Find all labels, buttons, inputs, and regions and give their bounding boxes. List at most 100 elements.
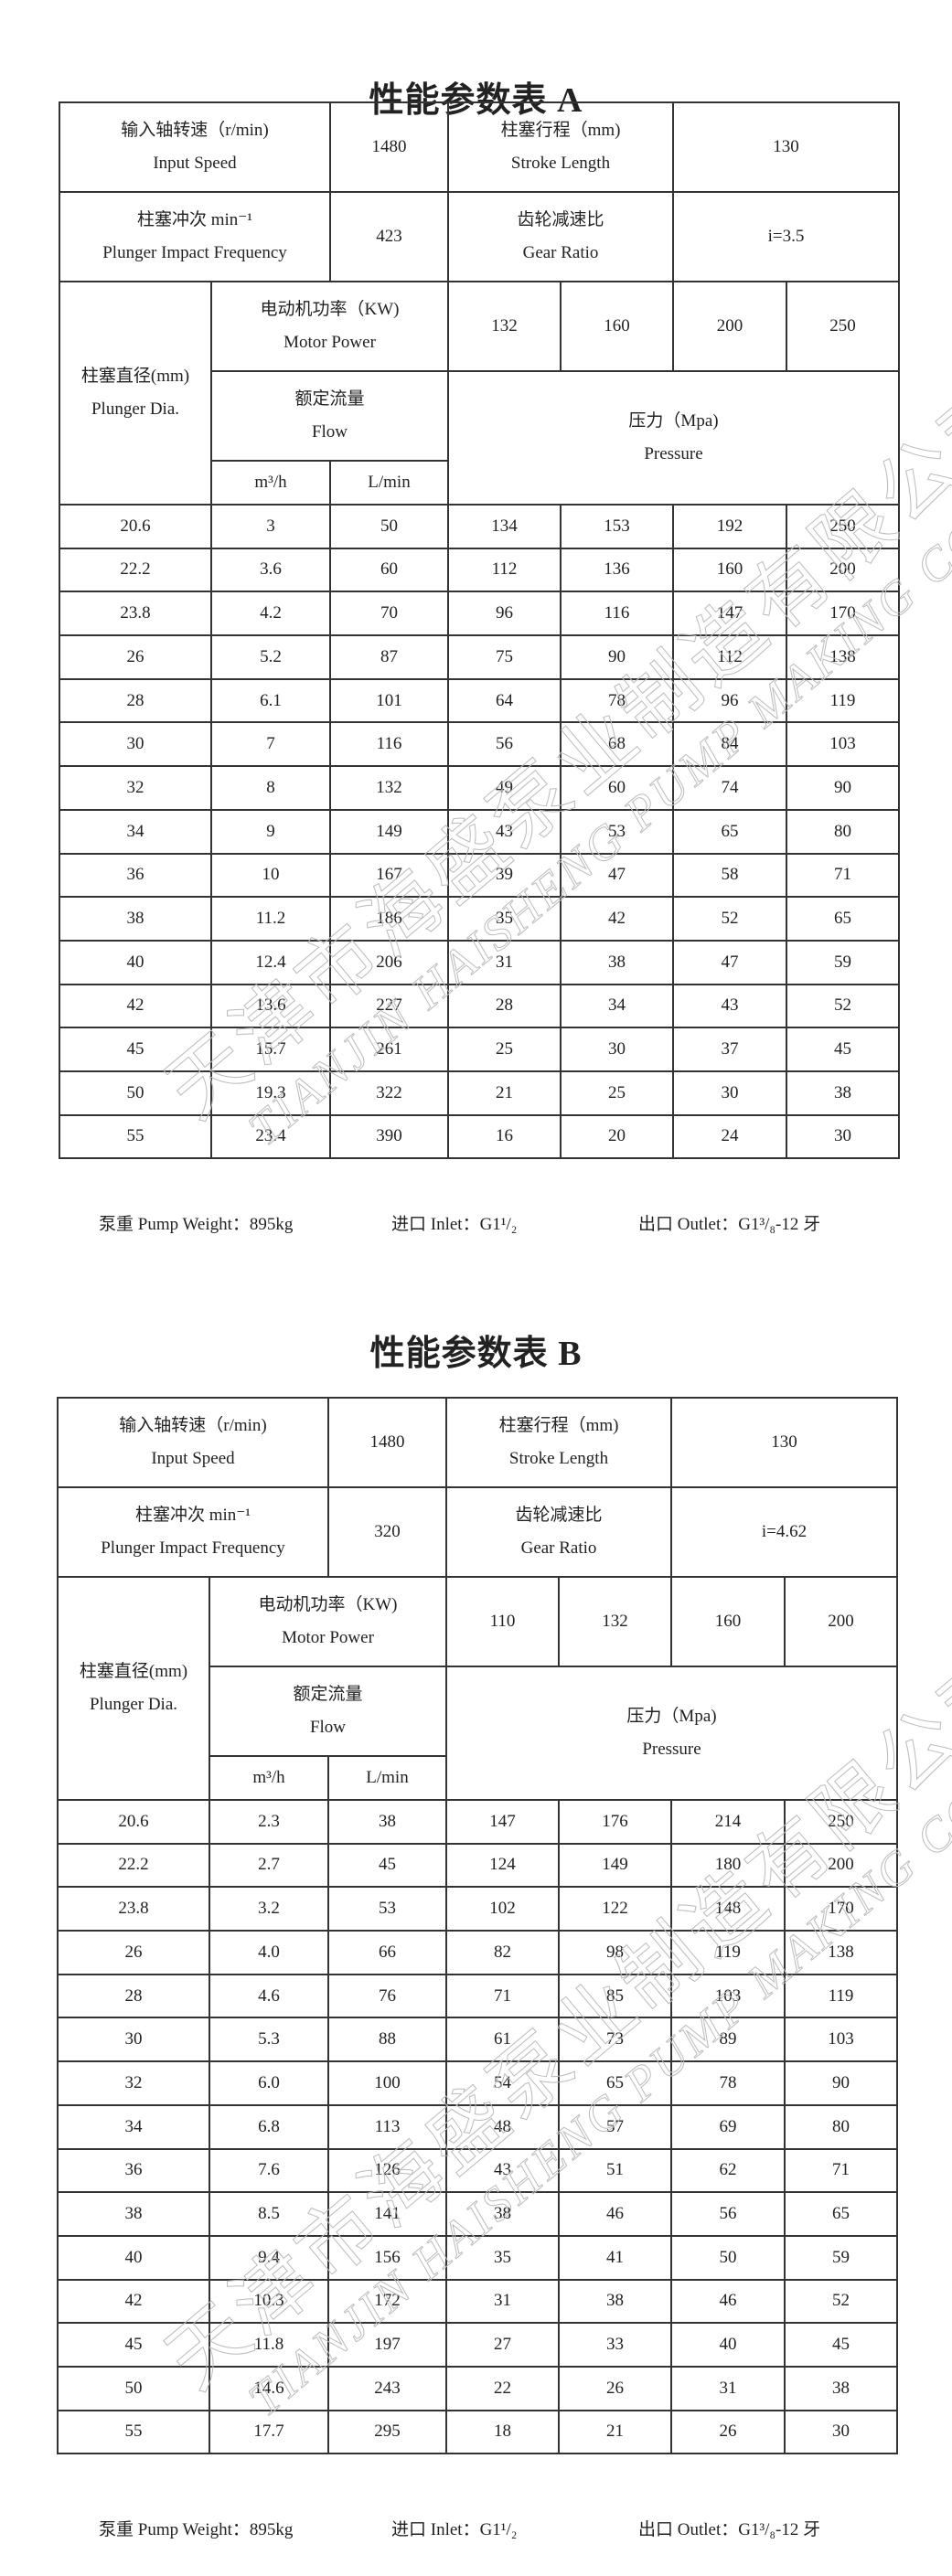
table-cell: 192 [672, 504, 788, 549]
table-cell: 26 [59, 634, 212, 680]
label-cn: 柱塞直径(mm) [79, 1661, 188, 1681]
table-cell: 149 [557, 1842, 673, 1889]
table-row: 22.2 3.6 60 112 136 160 200 [59, 547, 901, 593]
table-row: 20.6 2.3 38 147 176 214 250 [57, 1799, 899, 1845]
label-cn: 电动机功率（KW) [260, 299, 400, 319]
table-cell: 51 [557, 2147, 673, 2194]
table-cell: 43 [445, 2147, 560, 2194]
table-cell: 55 [59, 1113, 212, 1160]
motor-power-label: 电动机功率（KW) Motor Power [210, 281, 449, 372]
flow-label: 额定流量 Flow [209, 1666, 447, 1757]
table-row: 55 23.4 390 16 20 24 30 [59, 1113, 901, 1160]
gear-ratio-label: 齿轮减速比 Gear Ratio [444, 1486, 673, 1578]
table-cell: 46 [670, 2278, 786, 2325]
flow-label: 额定流量 Flow [210, 370, 449, 462]
table-cell: 57 [557, 2103, 673, 2150]
table-cell: 227 [329, 983, 449, 1029]
table-cell: 59 [784, 2234, 899, 2281]
table-cell: 38 [557, 2278, 673, 2325]
label-en: Plunger Impact Frequency [102, 243, 287, 262]
table-cell: 56 [447, 721, 562, 768]
table-cell: 70 [329, 591, 449, 637]
motor-power-value: 110 [445, 1576, 560, 1667]
table-cell: 73 [557, 2017, 673, 2063]
table-cell: 43 [672, 983, 788, 1029]
table-cell: 82 [445, 1930, 560, 1975]
table-cell: 31 [445, 2278, 560, 2325]
label-en: Input Speed [153, 154, 237, 173]
motor-power-value: 160 [670, 1576, 786, 1667]
table-cell: 42 [559, 896, 675, 942]
table-cell: 27 [445, 2322, 560, 2368]
table-cell: 32 [59, 765, 212, 811]
label-cn: 输入轴转速（r/min) [121, 120, 269, 140]
table-cell: 78 [559, 677, 675, 724]
table-cell: 42 [57, 2278, 210, 2325]
pressure-label: 压力（Mpa) Pressure [446, 370, 901, 506]
table-cell: 6.1 [210, 677, 331, 724]
table-cell: 36 [59, 852, 212, 899]
flow-unit-lmin: L/min [329, 460, 449, 506]
table-cell: 112 [672, 634, 788, 680]
table-cell: 65 [786, 896, 901, 942]
table-cell: 62 [670, 2147, 786, 2194]
table-cell: 18 [445, 2409, 560, 2455]
table-cell: 38 [559, 939, 675, 985]
table-cell: 4.0 [209, 1930, 329, 1975]
motor-power-value: 250 [786, 281, 901, 372]
table-cell: 34 [59, 808, 212, 855]
table-cell: 10.3 [209, 2278, 329, 2325]
table-cell: 101 [329, 677, 449, 724]
motor-power-value: 160 [559, 281, 675, 372]
table-cell: 34 [559, 983, 675, 1029]
gear-ratio-value: i=3.5 [672, 191, 901, 282]
label-cn: 柱塞冲次 min⁻¹ [134, 1505, 251, 1525]
label-en: Motor Power [282, 1628, 374, 1647]
table-cell: 38 [59, 896, 212, 942]
table-cell: 261 [329, 1027, 449, 1072]
table-cell: 25 [447, 1027, 562, 1072]
table-cell: 61 [445, 2017, 560, 2063]
performance-table: 输入轴转速（r/min) Input Speed 1480 柱塞行程（mm) Strok… [59, 101, 901, 1160]
table-cell: 3.6 [210, 547, 331, 593]
table-cell: 126 [327, 2147, 447, 2194]
table-cell: 10 [210, 852, 331, 899]
table-row: 30 7 116 56 68 84 103 [59, 721, 901, 768]
label-en: Stroke Length [508, 1449, 609, 1468]
plunger-dia-label: 柱塞直径(mm) Plunger Dia. [59, 281, 212, 506]
impact-frequency-label: 柱塞冲次 min⁻¹ Plunger Impact Frequency [59, 191, 331, 282]
table-cell: 103 [784, 2017, 899, 2063]
table-cell: 134 [447, 504, 562, 549]
table-cell: 60 [329, 547, 449, 593]
table-cell: 78 [670, 2060, 786, 2106]
label-cn: 额定流量 [293, 1684, 363, 1704]
table-row: 22.2 2.7 45 124 149 180 200 [57, 1842, 899, 1889]
table-cell: 52 [672, 896, 788, 942]
table-cell: 84 [672, 721, 788, 768]
table-cell: 22.2 [59, 547, 212, 593]
table-cell: 52 [786, 983, 901, 1029]
table-cell: 4.2 [210, 591, 331, 637]
table-cell: 45 [59, 1027, 212, 1072]
table-row: 38 8.5 141 38 46 56 65 [57, 2191, 899, 2237]
table-cell: 21 [447, 1070, 562, 1116]
table-cell: 71 [784, 2147, 899, 2194]
table-cell: 124 [445, 1842, 560, 1889]
table-cell: 64 [447, 677, 562, 724]
outlet-spec: 出口 Outlet：G1³/₈-12 牙 [638, 2520, 821, 2539]
motor-power-value: 200 [672, 281, 788, 372]
table-cell: 180 [670, 1842, 786, 1889]
table-cell: 4.6 [209, 1973, 329, 2019]
table-row: 28 4.6 76 71 85 103 119 [57, 1973, 899, 2019]
table-cell: 89 [670, 2017, 786, 2063]
label-cn: 电动机功率（KW) [258, 1594, 398, 1614]
table-cell: 80 [786, 808, 901, 855]
table-cell: 200 [784, 1842, 899, 1889]
table-row: 45 15.7 261 25 30 37 45 [59, 1027, 901, 1072]
table-cell: 37 [672, 1027, 788, 1072]
table-cell: 295 [327, 2409, 447, 2455]
label-cn: 压力（Mpa) [626, 1706, 717, 1726]
table-cell: 41 [557, 2234, 673, 2281]
table-cell: 30 [672, 1070, 788, 1116]
table-cell: 30 [786, 1113, 901, 1160]
